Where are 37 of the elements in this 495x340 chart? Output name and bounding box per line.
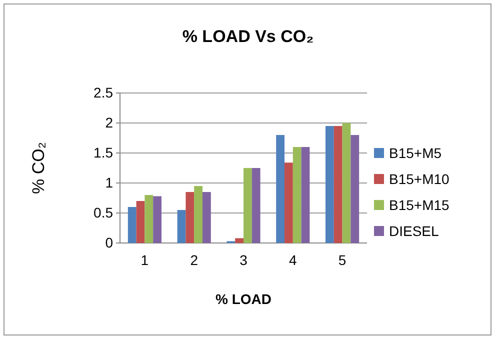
bar [342, 123, 351, 243]
x-axis-title: % LOAD [216, 291, 272, 307]
bar [326, 126, 334, 243]
y-axis-title: % CO₂ [29, 142, 48, 194]
bar [144, 195, 154, 243]
bar [186, 192, 194, 243]
bar [334, 126, 342, 243]
x-tick-label: 4 [289, 252, 297, 268]
x-tick-label: 1 [140, 252, 149, 268]
y-tick-label: 1 [105, 174, 114, 190]
bar [252, 168, 260, 243]
x-tick-label: 3 [240, 252, 248, 268]
y-tick-label: 2.5 [94, 84, 114, 100]
legend-label: B15+M15 [389, 197, 450, 213]
legend-label: DIESEL [389, 223, 440, 239]
bar [202, 192, 211, 243]
y-tick-label: 2 [105, 114, 114, 130]
x-tick-label: 5 [338, 252, 346, 268]
bar [350, 135, 360, 243]
y-tick-label: 0.5 [94, 204, 114, 220]
bar [292, 147, 302, 243]
bar [284, 162, 293, 243]
x-tick-label: 2 [190, 252, 198, 268]
bar [235, 238, 244, 243]
bar [177, 210, 186, 243]
legend-label: B15+M5 [389, 145, 442, 161]
bar [301, 147, 310, 243]
bar [244, 168, 252, 243]
bar [128, 207, 136, 243]
bar [136, 201, 145, 243]
y-tick-label: 1.5 [94, 144, 114, 160]
bar [153, 196, 162, 243]
y-tick-label: 0 [105, 234, 114, 250]
legend-label: B15+M10 [389, 171, 450, 187]
chart-title: % LOAD Vs CO₂ [182, 27, 314, 46]
bar [276, 135, 284, 243]
bar [194, 186, 202, 243]
